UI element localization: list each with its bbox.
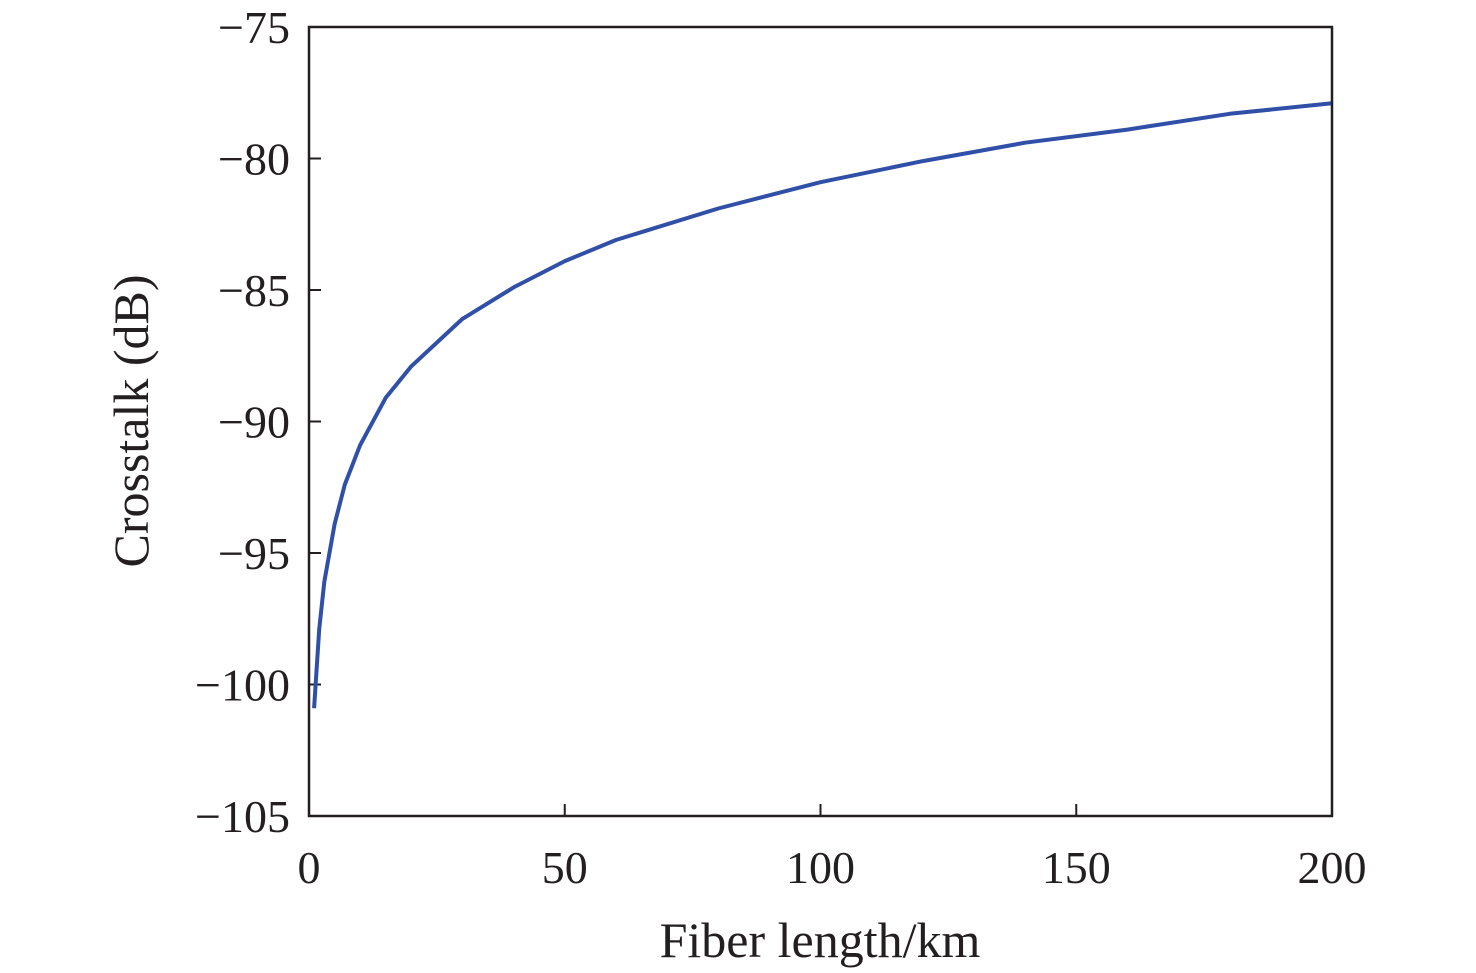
y-tick-label: −80 <box>218 134 290 185</box>
y-tick-label: −100 <box>195 660 290 711</box>
x-tick-label: 200 <box>1298 842 1367 893</box>
x-axis-label: Fiber length/km <box>660 912 981 968</box>
y-tick-label: −75 <box>218 2 290 53</box>
y-tick-label: −105 <box>195 791 290 842</box>
plot-frame <box>307 25 1334 818</box>
x-tick-label: 0 <box>298 842 321 893</box>
x-tick-label: 100 <box>786 842 855 893</box>
y-tick-label: −95 <box>218 528 290 579</box>
x-tick-label: 50 <box>542 842 588 893</box>
y-tick-label: −90 <box>218 397 290 448</box>
y-tick-label: −85 <box>218 265 290 316</box>
y-axis-label: Crosstalk (dB) <box>103 274 159 567</box>
crosstalk-line <box>312 101 1333 709</box>
x-tick-label: 150 <box>1042 842 1111 893</box>
